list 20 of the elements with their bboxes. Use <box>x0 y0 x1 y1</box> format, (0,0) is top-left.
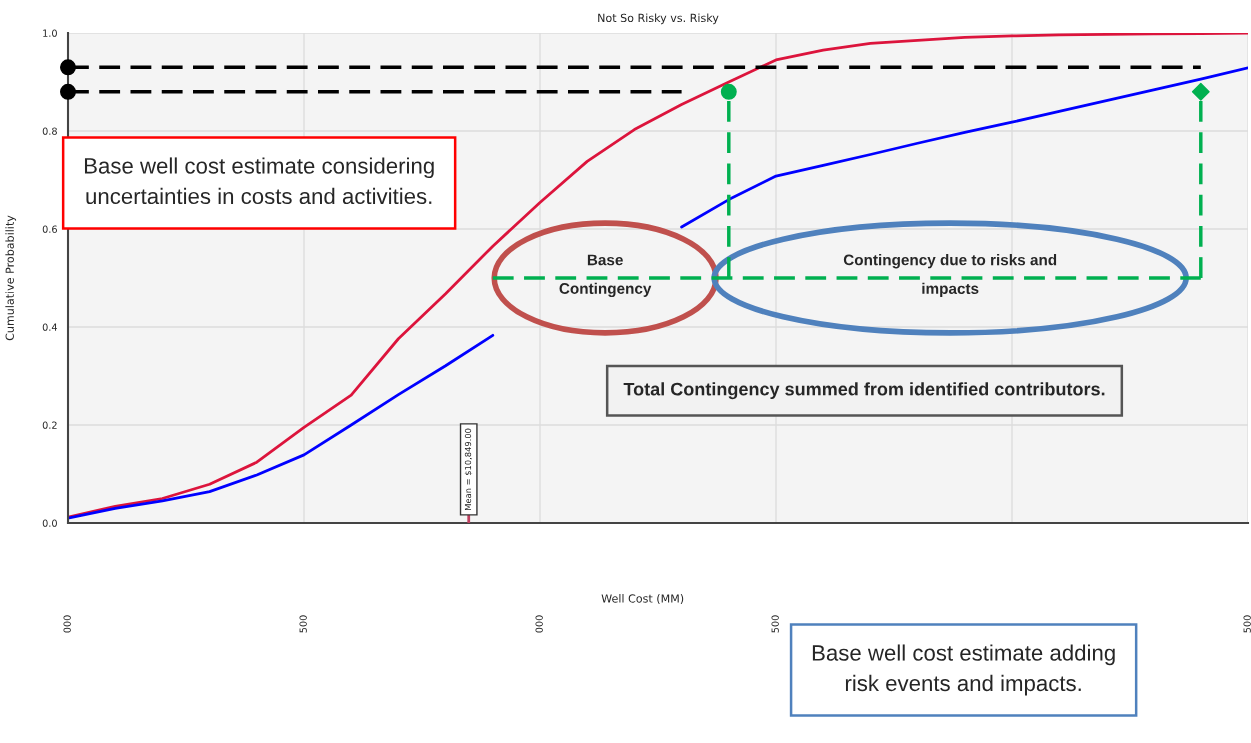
annotation: Total Contingency summed from identified contributors. <box>623 382 1105 400</box>
annotation: Base well cost estimate considering uncertainties in costs and activities. <box>84 157 434 205</box>
y-tick-label: 0.2 <box>42 421 57 429</box>
x-tick-label: 000 <box>63 615 71 633</box>
annotation: Contingency due to risks and impacts <box>843 254 1057 298</box>
y-tick-label: 1.0 <box>43 29 57 37</box>
text: Base well cost estimate adding risk events and impacts. <box>812 644 1115 696</box>
x-tick-label: 000 <box>535 615 543 633</box>
y-tick-label: 0.6 <box>42 225 57 233</box>
y-axis-title: Cumulative Probability <box>5 215 17 341</box>
annotation: Mean = $10,849.00 <box>464 428 473 510</box>
chart-title: Not So Risky vs. Risky <box>598 13 719 25</box>
y-tick-label: 0.8 <box>42 127 57 135</box>
x-tick-label: 500 <box>771 615 779 633</box>
x-tick-label: 500 <box>1243 615 1251 633</box>
y-tick-label: 0.4 <box>42 323 58 331</box>
x-axis-title: Well Cost (MM) <box>601 594 684 604</box>
y-tick-label: 0.0 <box>42 519 57 527</box>
x-tick-label: 500 <box>299 615 307 633</box>
annotation: Base Contingency <box>559 254 652 298</box>
